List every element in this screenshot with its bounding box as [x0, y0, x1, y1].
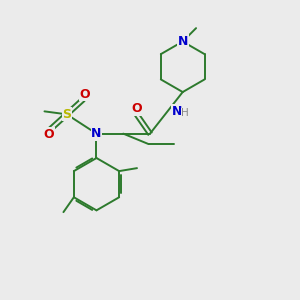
Text: O: O [79, 88, 90, 100]
Text: N: N [91, 127, 102, 140]
Text: N: N [172, 105, 182, 118]
Text: N: N [178, 35, 188, 48]
Text: S: S [62, 108, 71, 121]
Text: O: O [44, 128, 54, 141]
Text: H: H [181, 108, 189, 118]
Text: O: O [131, 103, 142, 116]
